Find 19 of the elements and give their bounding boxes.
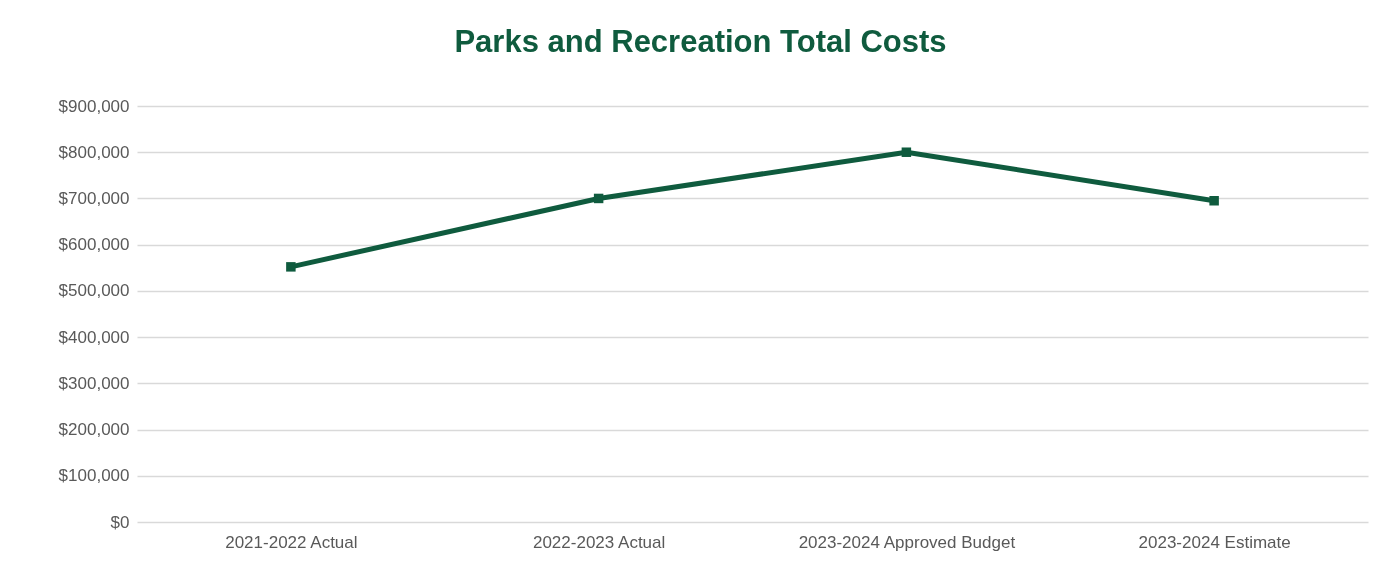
point (593, 193, 604, 204)
x-tick-label: 2022-2023 Actual (532, 532, 666, 552)
y-tick-label: $0 (110, 512, 130, 532)
y-tick-label: $600,000 (58, 235, 130, 255)
x-tick-label: 2023-2024 Estimate (1138, 532, 1291, 552)
x-tick-label: 2023-2024 Approved Budget (798, 532, 1016, 552)
y-tick-label: $400,000 (58, 327, 130, 347)
point (286, 262, 296, 272)
chart-title: Parks and Recreation Total Costs (454, 24, 947, 59)
y-tick-label: $100,000 (58, 466, 130, 486)
y-tick-label: $500,000 (58, 281, 130, 301)
y-tick-label: $300,000 (58, 373, 130, 393)
point (901, 147, 912, 157)
y-tick-label: $900,000 (58, 96, 130, 116)
x-tick-label: 2021-2022 Actual (225, 532, 358, 552)
y-tick-label: $200,000 (58, 420, 130, 440)
point (1209, 196, 1219, 206)
y-tick-label: $800,000 (58, 142, 130, 162)
y-tick-label: $700,000 (58, 188, 130, 208)
